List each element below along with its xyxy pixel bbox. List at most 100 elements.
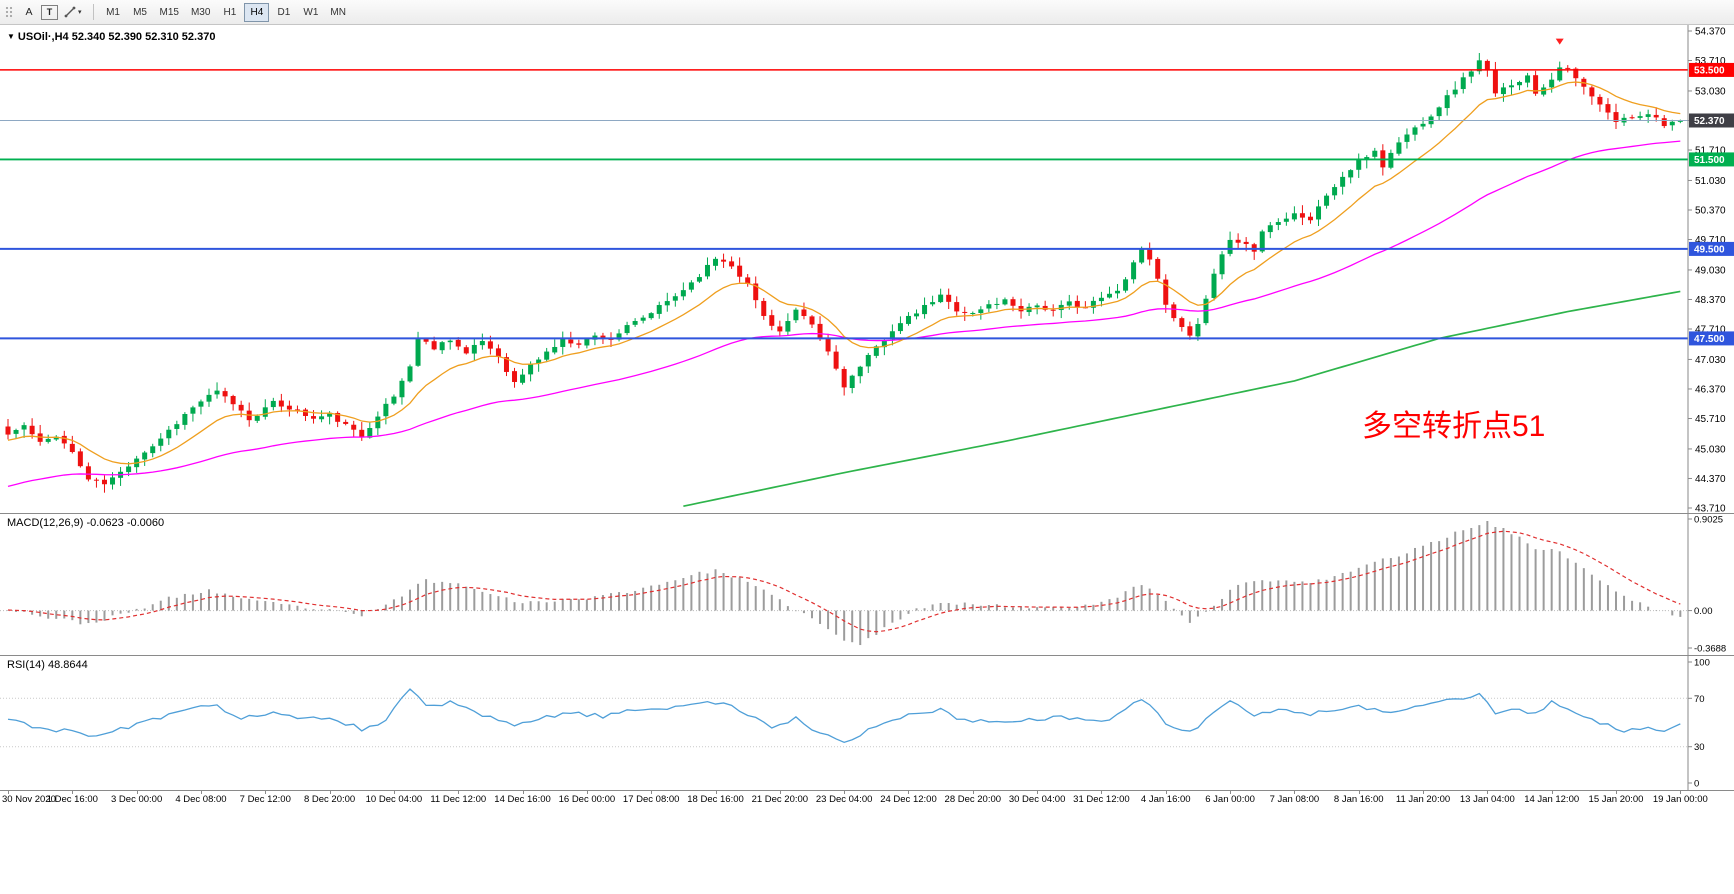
macd-histogram [7, 520, 1682, 646]
rsi-line [7, 688, 1681, 744]
time-axis-label: 23 Dec 04:00 [815, 794, 873, 805]
price-tick-label: 53.030 [1695, 86, 1726, 97]
time-tick [651, 791, 653, 794]
timeframe-h1-button[interactable]: H1 [217, 3, 242, 22]
time-tick [844, 791, 846, 794]
macd-signal-line [7, 530, 1681, 633]
time-tick [1165, 791, 1167, 794]
rsi-tick-label: 70 [1694, 694, 1705, 705]
chart-annotation-text[interactable]: 多空转折点51 [1362, 410, 1546, 443]
chart-window: 54.370 53.710 53.030 52.370 51.710 51.030 50.3… [0, 25, 1734, 807]
time-axis-label: 14 Dec 16:00 [494, 794, 551, 805]
price-chart-canvas[interactable]: 54.370 53.710 53.030 52.370 51.710 51.030 50.3… [0, 25, 1734, 513]
text-tool-button[interactable]: T [41, 4, 58, 20]
ma-long-line [683, 290, 1681, 508]
time-tick [715, 791, 717, 794]
time-axis-label: 14 Jan 12:00 [1524, 794, 1580, 805]
macd-panel-canvas[interactable]: 0.9025 0.00 -0.3688 [0, 513, 1734, 655]
time-tick [779, 791, 781, 794]
timeframe-m30-button[interactable]: M30 [186, 3, 215, 22]
time-tick [1230, 791, 1232, 794]
price-badge-label: 51.500 [1694, 155, 1725, 166]
time-axis-label: 30 Dec 04:00 [1008, 794, 1066, 805]
time-tick [1358, 791, 1360, 794]
time-axis-label: 24 Dec 12:00 [880, 794, 937, 805]
time-axis-label: 13 Jan 04:00 [1459, 794, 1515, 805]
time-axis-label: 11 Jan 20:00 [1395, 794, 1451, 805]
time-axis-label: 28 Dec 20:00 [944, 794, 1002, 805]
time-axis-label: 7 Dec 12:00 [239, 794, 291, 805]
rsi-panel-canvas[interactable]: 100 70 30 0 [0, 655, 1734, 790]
chevron-down-icon: ▾ [78, 9, 82, 16]
collapse-icon[interactable]: ▼ [7, 32, 15, 41]
trendline-icon [64, 6, 76, 18]
timeframe-m1-button[interactable]: M1 [101, 3, 126, 22]
time-axis-label: 18 Dec 16:00 [687, 794, 744, 805]
time-axis-label: 16 Dec 00:00 [558, 794, 616, 805]
price-tick-label: 49.710 [1695, 235, 1726, 246]
price-badge [1689, 331, 1734, 346]
timeframe-h4-button[interactable]: H4 [244, 2, 270, 22]
time-axis-label: 21 Dec 20:00 [751, 794, 809, 805]
price-badge-label: 47.500 [1694, 334, 1725, 345]
price-tick-label: 45.030 [1695, 444, 1726, 455]
label-tool-button[interactable]: A [19, 3, 39, 22]
price-badge-label: 49.500 [1694, 244, 1725, 255]
time-tick [393, 791, 395, 794]
macd-indicator-label: MACD(12,26,9) -0.0623 -0.0060 [7, 517, 165, 529]
sell-arrow-icon[interactable] [1555, 38, 1564, 45]
time-tick [458, 791, 460, 794]
time-axis-label: 30 Nov 2020 [2, 794, 56, 805]
time-tick [1037, 791, 1039, 794]
time-tick [1487, 791, 1489, 794]
time-tick [8, 791, 9, 794]
timeframe-m15-button[interactable]: M15 [155, 3, 184, 22]
price-tick-label: 54.370 [1695, 27, 1726, 38]
time-axis-label: 7 Jan 08:00 [1269, 794, 1320, 805]
timeframe-d1-button[interactable]: D1 [271, 3, 296, 22]
time-axis-label: 11 Dec 12:00 [430, 794, 487, 805]
toolbar-grip-icon[interactable] [5, 5, 13, 19]
time-tick [200, 791, 202, 794]
time-tick [136, 791, 138, 794]
price-badge [1689, 152, 1734, 167]
time-tick [72, 791, 74, 794]
timeframe-m5-button[interactable]: M5 [128, 3, 153, 22]
price-badge-label: 52.370 [1694, 116, 1725, 127]
drawing-tools-dropdown-button[interactable]: ▾ [60, 3, 86, 22]
price-badge [1689, 62, 1734, 77]
price-tick-label: 46.370 [1695, 384, 1726, 395]
price-badge [1689, 113, 1734, 128]
time-axis-label: 31 Dec 12:00 [1073, 794, 1130, 805]
time-axis-label: 8 Dec 20:00 [303, 794, 356, 805]
time-axis-label: 3 Dec 00:00 [111, 794, 163, 805]
price-tick-label: 49.030 [1695, 265, 1726, 276]
time-axis-label: 6 Jan 00:00 [1205, 794, 1255, 805]
price-tick-label: 44.370 [1695, 474, 1726, 485]
macd-tick-label: -0.3688 [1694, 644, 1726, 655]
time-axis-label: 8 Jan 16:00 [1333, 794, 1384, 805]
time-axis-label: 17 Dec 08:00 [622, 794, 680, 805]
price-tick-label: 48.370 [1695, 295, 1726, 306]
time-axis[interactable]: 30 Nov 2020 1 Dec 16:00 3 Dec 00:00 4 Dec 0… [0, 790, 1734, 807]
symbol-ohlc-text: USOil·,H4 52.340 52.390 52.310 52.370 [17, 31, 216, 43]
time-tick [586, 791, 588, 794]
rsi-tick-label: 100 [1694, 658, 1710, 669]
timeframe-mn-button[interactable]: MN [325, 3, 351, 22]
rsi-indicator-label: RSI(14) 48.8644 [7, 659, 88, 671]
time-tick [972, 791, 974, 794]
time-tick [1616, 791, 1617, 794]
candlesticks [5, 53, 1683, 493]
price-tick-label: 51.030 [1695, 176, 1726, 187]
time-tick [1423, 791, 1425, 794]
time-tick [1551, 791, 1553, 794]
price-tick-label: 43.710 [1695, 504, 1726, 514]
time-tick [522, 791, 524, 794]
rsi-tick-label: 30 [1694, 742, 1705, 753]
time-tick [329, 791, 331, 794]
time-tick [1680, 791, 1682, 794]
toolbar: A T ▾ M1 M5 M15 M30 H1 H4 D1 W1 MN [0, 0, 1734, 25]
price-tick-label: 51.710 [1695, 146, 1726, 157]
timeframe-w1-button[interactable]: W1 [298, 3, 323, 22]
time-tick [1294, 791, 1296, 794]
